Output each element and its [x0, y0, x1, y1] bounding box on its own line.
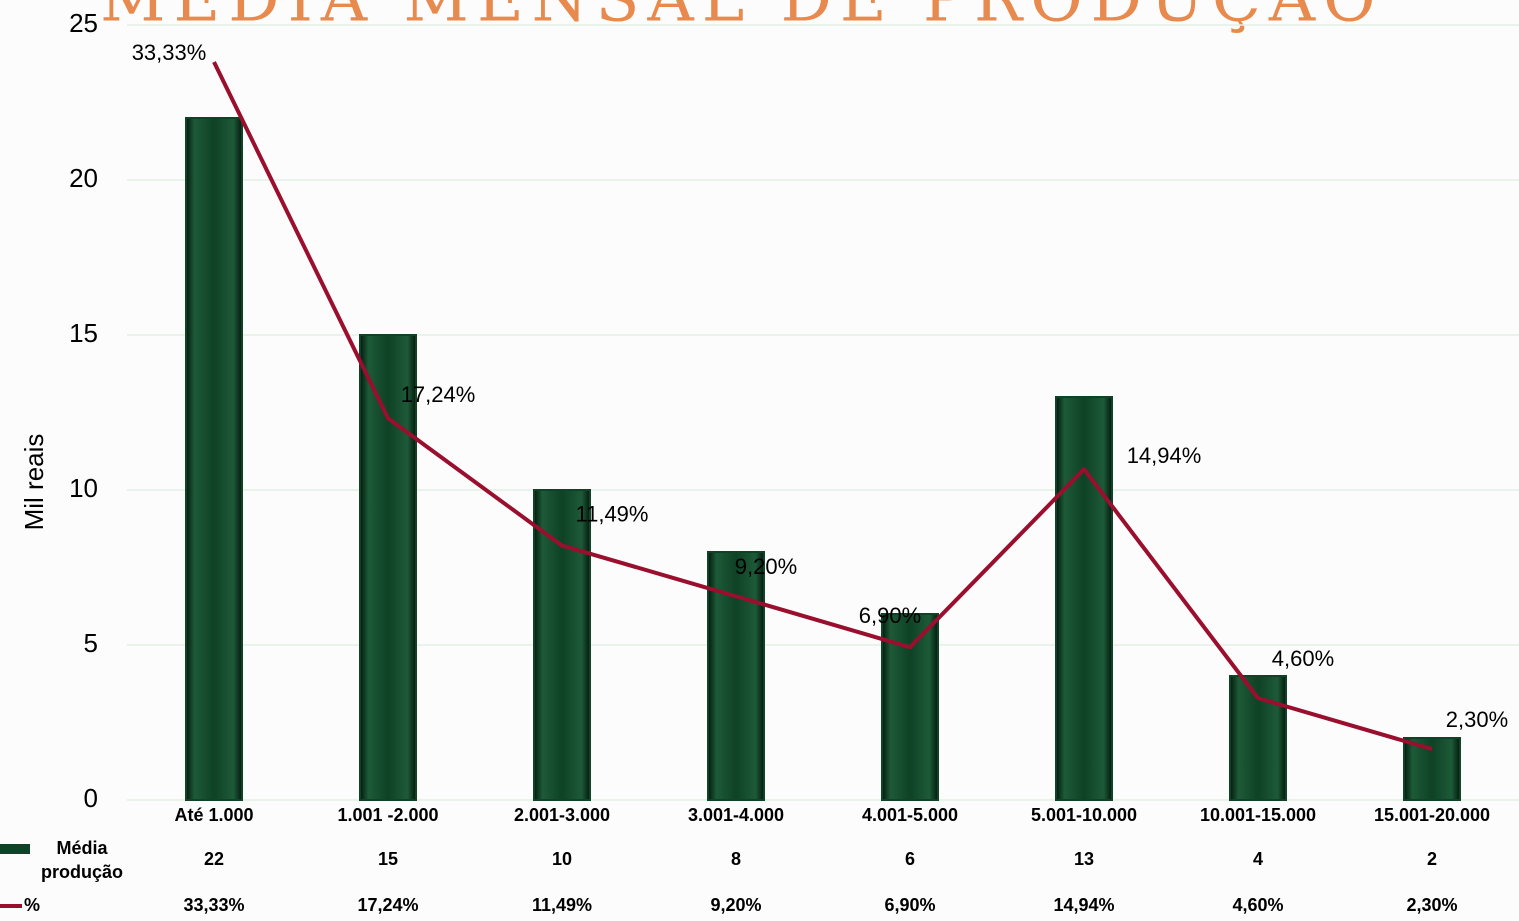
x-tick-label: Até 1.000	[174, 805, 253, 825]
table-cell: 6	[905, 849, 915, 869]
table-cell: 17,24%	[357, 895, 418, 915]
table-cell: 4	[1253, 849, 1263, 869]
bar	[1055, 396, 1113, 801]
legend-label: Média produção	[41, 838, 123, 882]
y-tick-label: 15	[69, 318, 98, 348]
table-cell: 22	[204, 849, 224, 869]
data-label: 11,49%	[576, 501, 649, 526]
chart-title: MÉDIA MENSAL DE PRODUÇÃO	[100, 0, 1384, 37]
x-tick-label: 4.001-5.000	[862, 805, 958, 825]
table-cell: 6,90%	[884, 895, 935, 915]
data-label: 2,30%	[1446, 707, 1508, 732]
table-cell: 4,60%	[1232, 895, 1283, 915]
x-tick-label: 2.001-3.000	[514, 805, 610, 825]
y-axis-label: Mil reais	[19, 434, 49, 531]
data-label: 4,60%	[1272, 646, 1334, 671]
x-tick-label: 3.001-4.000	[688, 805, 784, 825]
bar	[359, 334, 417, 801]
table-cell: 11,49%	[532, 895, 592, 915]
y-tick-label: 25	[69, 8, 98, 38]
bar	[185, 117, 243, 801]
x-tick-label: 5.001-10.000	[1031, 805, 1137, 825]
y-tick-label: 20	[69, 163, 98, 193]
bar	[707, 551, 765, 801]
table-cell: 10	[552, 849, 572, 869]
y-tick-label: 0	[84, 783, 98, 813]
table-cell: 15	[378, 849, 398, 869]
data-label: 17,24%	[401, 382, 476, 407]
line	[212, 61, 1433, 751]
table-cell: 9,20%	[710, 895, 761, 915]
x-tick-label: 1.001 -2.000	[337, 805, 438, 825]
x-tick-label: 15.001-20.000	[1374, 805, 1490, 825]
y-tick-label: 5	[84, 628, 98, 658]
table-cell: 14,94%	[1053, 895, 1114, 915]
legend-label: %	[24, 895, 40, 915]
y-tick-label: 10	[69, 473, 98, 503]
table-cell: 2	[1427, 849, 1437, 869]
x-tick-label: 10.001-15.000	[1200, 805, 1316, 825]
bar	[533, 489, 591, 801]
data-label: 9,20%	[735, 554, 797, 579]
table-cell: 8	[731, 849, 741, 869]
table-cell: 13	[1074, 849, 1094, 869]
data-label: 6,90%	[859, 603, 921, 628]
table-cell: 2,30%	[1406, 895, 1457, 915]
table-cell: 33,33%	[183, 895, 244, 915]
data-label: 14,94%	[1127, 443, 1202, 468]
legend-swatch	[0, 844, 30, 854]
bar	[1229, 675, 1287, 801]
data-label: 33,33%	[132, 40, 207, 65]
